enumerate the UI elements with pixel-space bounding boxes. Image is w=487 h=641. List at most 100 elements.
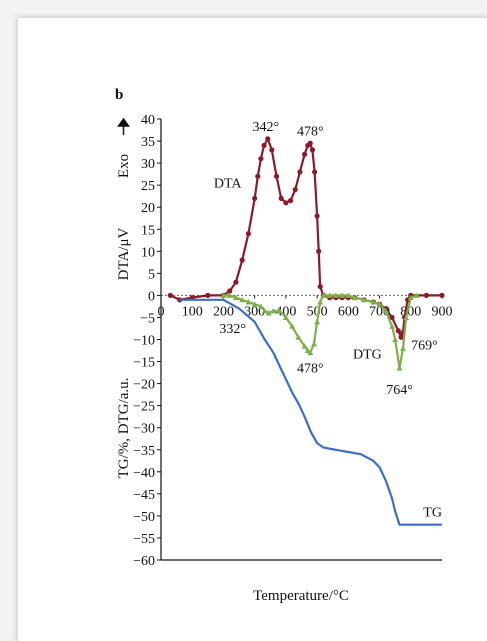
data-point-dtg: [392, 336, 399, 342]
y-tick-label: 10: [141, 245, 155, 260]
data-point-dta: [309, 147, 316, 153]
x-tick-label: 900: [432, 304, 453, 319]
data-point-dta: [317, 283, 323, 290]
y-tick-label: −10: [133, 334, 155, 349]
data-point-dta: [302, 151, 308, 157]
data-point-dta: [439, 292, 445, 298]
y-tick-label: 20: [141, 201, 155, 216]
data-point-dtg: [276, 307, 283, 314]
data-point-dtg: [407, 294, 414, 301]
data-point-dtg: [326, 292, 333, 298]
annotation-label: 478°: [297, 362, 324, 377]
data-point-dta: [205, 292, 211, 298]
data-point-dtg: [282, 314, 289, 320]
annotation-label: 769°: [411, 338, 438, 353]
y-tick-label: −60: [133, 554, 155, 569]
x-tick-label: 200: [213, 304, 234, 319]
data-point-dtg: [257, 303, 264, 309]
y-tick-label: 0: [148, 289, 155, 304]
exo-arrow-icon: [117, 117, 130, 135]
data-point-dta: [398, 334, 404, 340]
data-point-dta: [265, 136, 271, 142]
data-point-dtg: [265, 310, 272, 316]
data-point-dta: [316, 248, 322, 254]
data-point-dta: [423, 292, 429, 298]
data-point-dta: [273, 173, 280, 179]
y-tick-label: −20: [133, 378, 155, 393]
y-tick-label: −15: [133, 356, 155, 371]
y-tick-label: −35: [133, 444, 155, 459]
y-axis-label-dta: DTA/μV: [116, 228, 132, 281]
data-point-dta: [283, 200, 289, 206]
x-axis-label: Temperature/°C: [253, 588, 349, 604]
y-tick-label: 40: [141, 113, 155, 128]
data-point-dta: [227, 288, 233, 294]
y-tick-label: 5: [148, 267, 155, 282]
figure-page: b DTA/μV Exo TG/%, DTG/a.u. Temperature/…: [18, 18, 487, 641]
y-tick-label: 35: [141, 135, 155, 150]
annotation-label: 332°: [219, 322, 246, 337]
data-point-dtg: [270, 307, 277, 314]
data-point-dta: [239, 257, 245, 263]
y-tick-label: −50: [133, 510, 155, 525]
annotation-label: 764°: [386, 383, 413, 398]
data-point-dtg: [339, 292, 346, 298]
x-tick-label: 100: [182, 304, 203, 319]
data-point-dta: [233, 279, 239, 285]
data-point-dtg: [310, 340, 317, 347]
annotation-label: DTA: [214, 177, 243, 192]
data-point-dtg: [226, 292, 233, 298]
data-point-dta: [292, 186, 298, 193]
data-point-dta: [258, 156, 264, 162]
y-tick-label: −45: [133, 488, 155, 503]
data-point-dtg: [220, 292, 227, 298]
annotation-label: DTG: [353, 347, 382, 362]
x-tick-label: 500: [307, 304, 328, 319]
y-tick-label: −5: [140, 311, 155, 326]
data-point-dtg: [389, 323, 396, 329]
data-point-dtg: [307, 349, 314, 356]
x-tick-label: 400: [275, 304, 296, 319]
x-tick-label: 0: [158, 304, 165, 319]
y-tick-label: 25: [141, 179, 155, 194]
data-point-dta: [395, 328, 401, 334]
annotation-label: 342°: [252, 120, 279, 135]
annotation-label: TG: [423, 506, 442, 521]
data-point-dta: [314, 213, 320, 219]
data-point-dta: [245, 231, 252, 237]
data-point-dtg: [403, 314, 410, 320]
data-point-dtg: [399, 345, 406, 351]
y-axis-label-exo: Exo: [116, 154, 132, 178]
data-point-dta: [297, 169, 303, 175]
data-point-dtg: [360, 296, 367, 303]
y-tick-label: −55: [133, 532, 155, 547]
data-point-dta: [255, 173, 261, 179]
y-tick-label: −30: [133, 422, 155, 437]
data-point-dtg: [370, 299, 377, 305]
data-point-dtg: [232, 294, 239, 301]
data-point-dta: [261, 142, 267, 149]
data-point-dtg: [289, 323, 296, 329]
data-point-dtg: [351, 294, 358, 301]
y-tick-label: −40: [133, 466, 155, 481]
data-point-dta: [307, 140, 313, 146]
data-point-dta: [312, 169, 318, 175]
data-point-dtg: [314, 318, 321, 325]
series-line-tg: [179, 298, 442, 526]
data-point-dta: [252, 195, 258, 201]
data-point-dta: [269, 147, 275, 153]
y-axis-label-tg-dtg: TG/%, DTG/a.u.: [116, 378, 132, 479]
data-point-dtg: [414, 292, 421, 298]
data-point-dta: [278, 195, 284, 201]
data-point-dtg: [396, 365, 403, 371]
data-point-dtg: [261, 307, 268, 314]
data-point-dtg: [251, 301, 258, 307]
data-point-dtg: [376, 301, 383, 307]
data-point-dtg: [317, 299, 324, 305]
data-point-dtg: [345, 292, 352, 298]
data-point-dtg: [320, 292, 327, 298]
thermal-analysis-chart: b DTA/μV Exo TG/%, DTG/a.u. Temperature/…: [115, 87, 453, 604]
data-point-dtg: [295, 334, 302, 340]
y-tick-label: −25: [133, 400, 155, 415]
annotation-label: 478°: [297, 124, 324, 139]
